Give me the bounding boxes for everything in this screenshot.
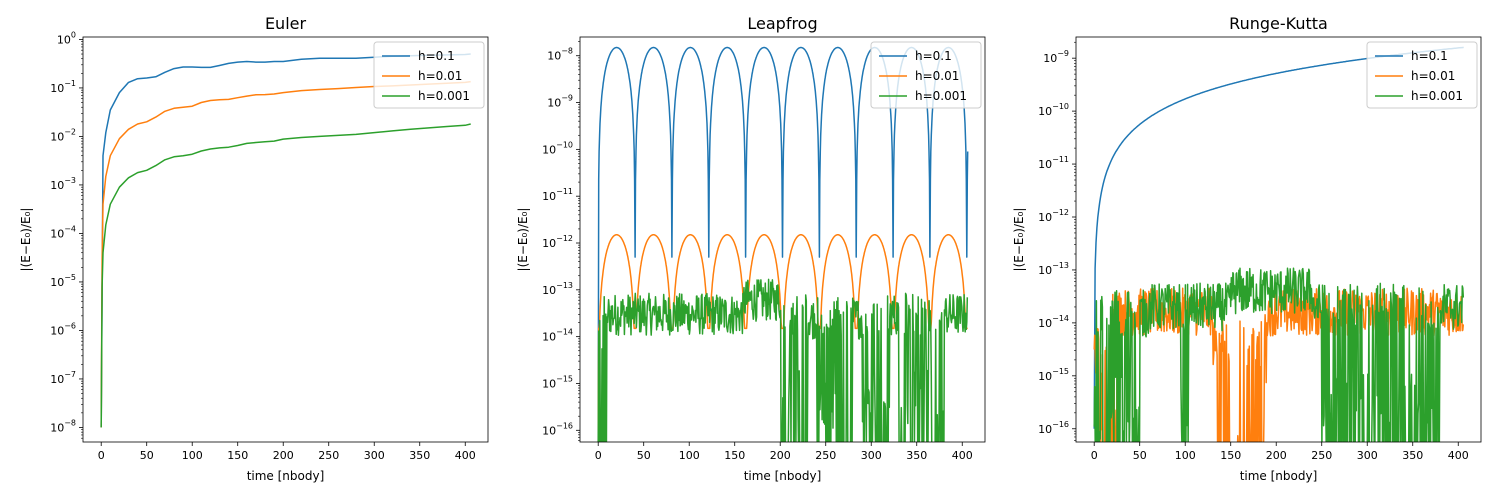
y-tick-label: 100 (57, 30, 76, 46)
legend-box (1366, 41, 1478, 109)
axes-frame (1075, 36, 1482, 443)
legend-label: h=0.001 (1411, 89, 1463, 103)
panel-title: Euler (265, 14, 307, 33)
x-tick-label: 350 (906, 449, 927, 462)
y-axis-label: |(E−E₀)/E₀| (516, 208, 530, 272)
y-tick-label: 10−11 (1038, 155, 1069, 171)
x-axis-label: time [nbody] (1240, 469, 1318, 483)
panel-title: Runge-Kutta (1229, 14, 1328, 33)
x-tick-label: 100 (182, 449, 203, 462)
series-line-h-0-001 (100, 123, 471, 428)
series-line-h-0-1 (100, 53, 471, 428)
x-tick-label: 150 (724, 449, 745, 462)
x-tick-label: 350 (409, 449, 430, 462)
y-tick-label: 10−11 (542, 187, 573, 203)
panel-euler: 0 50 100 150 200 250 300 350 400 10−8 10−7 10−6 10−5… (19, 14, 489, 483)
y-tick-label: 10−8 (547, 47, 573, 63)
y-tick-label: 10−13 (542, 281, 573, 297)
legend-label: h=0.1 (1411, 49, 1448, 63)
legend: h=0.1 h=0.01 h=0.001 (373, 41, 485, 109)
y-tick-label: 10−12 (1038, 208, 1069, 224)
series-line-h-0-001 (1093, 267, 1465, 442)
x-tick-label: 0 (1091, 449, 1098, 462)
series-line-h-0-001 (597, 278, 969, 442)
x-tick-label: 400 (1448, 449, 1469, 462)
legend-label: h=0.001 (418, 89, 470, 103)
series-line-h-0-01 (100, 80, 471, 428)
x-tick-label: 150 (227, 449, 248, 462)
legend-label: h=0.01 (915, 69, 959, 83)
panel-title: Leapfrog (747, 14, 817, 33)
x-tick-label: 300 (1357, 449, 1378, 462)
x-tick-label: 250 (1311, 449, 1332, 462)
x-tick-label: 200 (1266, 449, 1287, 462)
x-tick-label: 300 (861, 449, 882, 462)
legend-label: h=0.001 (915, 89, 967, 103)
y-tick-label: 10−4 (50, 224, 76, 240)
x-tick-label: 350 (1402, 449, 1423, 462)
x-tick-label: 0 (98, 449, 105, 462)
y-tick-label: 10−6 (50, 321, 76, 337)
y-tick-label: 10−10 (1038, 102, 1069, 118)
y-tick-label: 10−10 (542, 140, 573, 156)
axes-frame (82, 36, 489, 443)
y-axis-label: |(E−E₀)/E₀| (19, 208, 33, 272)
y-tick-label: 10−1 (50, 79, 76, 95)
legend-box (870, 41, 982, 109)
y-tick-label: 10−14 (542, 328, 573, 344)
y-tick-label: 10−16 (1038, 420, 1069, 436)
x-tick-label: 300 (364, 449, 385, 462)
x-tick-label: 50 (1133, 449, 1147, 462)
x-tick-label: 0 (595, 449, 602, 462)
x-axis-label: time [nbody] (744, 469, 822, 483)
x-tick-label: 50 (637, 449, 651, 462)
legend-box (373, 41, 485, 109)
x-tick-label: 250 (318, 449, 339, 462)
legend-label: h=0.1 (915, 49, 952, 63)
y-tick-label: 10−15 (542, 374, 573, 390)
x-tick-label: 400 (455, 449, 476, 462)
x-tick-label: 100 (679, 449, 700, 462)
axes-frame (579, 36, 986, 443)
x-tick-label: 250 (815, 449, 836, 462)
y-tick-label: 10−2 (50, 127, 76, 143)
y-tick-label: 10−7 (50, 370, 76, 386)
y-tick-label: 10−15 (1038, 367, 1069, 383)
x-tick-label: 50 (140, 449, 154, 462)
y-tick-label: 10−14 (1038, 314, 1069, 330)
y-tick-label: 10−3 (50, 176, 76, 192)
panel-leapfrog: 0 50 100 150 200 250 300 350 400 10−16 10−15 10−14 1… (516, 14, 986, 483)
legend-label: h=0.1 (418, 49, 455, 63)
y-axis-label: |(E−E₀)/E₀| (1012, 208, 1026, 272)
series-line-h-0-01 (597, 234, 969, 442)
y-tick-label: 10−5 (50, 273, 76, 289)
x-tick-label: 150 (1220, 449, 1241, 462)
y-tick-label: 10−9 (547, 94, 573, 110)
x-tick-label: 200 (273, 449, 294, 462)
x-axis-label: time [nbody] (247, 469, 325, 483)
x-tick-label: 100 (1175, 449, 1196, 462)
legend-label: h=0.01 (418, 69, 462, 83)
y-tick-label: 10−16 (542, 421, 573, 437)
legend-label: h=0.01 (1411, 69, 1455, 83)
legend: h=0.1 h=0.01 h=0.001 (870, 41, 982, 109)
y-tick-label: 10−8 (50, 418, 76, 434)
y-tick-label: 10−13 (1038, 261, 1069, 277)
plot-area (100, 53, 471, 428)
x-tick-label: 200 (770, 449, 791, 462)
x-tick-label: 400 (952, 449, 973, 462)
y-tick-label: 10−12 (542, 234, 573, 250)
legend: h=0.1 h=0.01 h=0.001 (1366, 41, 1478, 109)
panel-runge-kutta: 0 50 100 150 200 250 300 350 400 10−16 10−15 10−14 1… (1012, 14, 1482, 483)
y-tick-label: 10−9 (1043, 49, 1069, 65)
